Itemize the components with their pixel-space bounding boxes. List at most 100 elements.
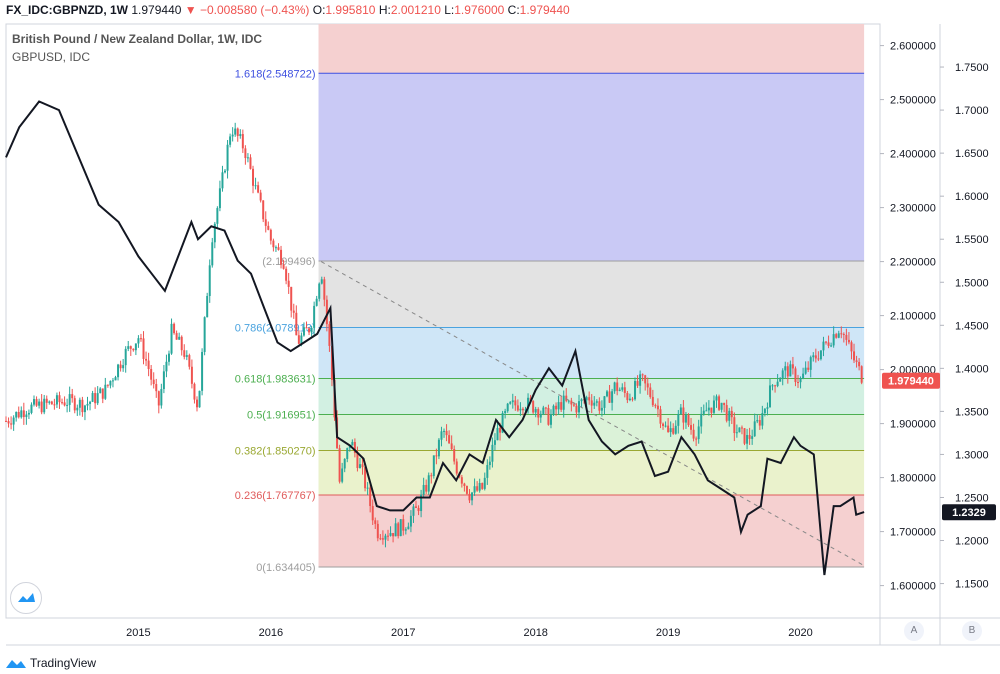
candle-body [145,358,148,361]
candle-body [524,409,527,411]
fib-band [318,495,865,568]
candle-body [687,415,690,426]
candle-body [249,157,252,169]
candle-body [789,364,792,377]
candle-body [366,487,369,489]
candle-body [129,346,132,349]
candle-body [394,523,397,537]
candle-body [600,407,603,411]
candle-body [78,399,81,408]
candle-body [448,435,451,444]
candle-body [443,430,446,432]
candle-body [544,407,547,409]
candle-body [493,440,496,445]
brand-footer[interactable]: TradingView [6,656,96,670]
candle-body [758,420,761,426]
tradingview-corner-icon[interactable] [10,582,42,614]
candle-body [794,368,797,383]
candle-body [167,353,170,362]
candle-body [302,327,305,336]
candle-body [656,405,659,410]
candle-body [30,404,33,413]
candle-body [766,407,769,409]
candle-body [285,268,288,281]
candle-body [127,346,130,349]
candle-body [425,484,428,492]
last-price-badge-label: 1.979440 [888,376,934,388]
main-series-legend[interactable]: British Pound / New Zealand Dollar, 1W, … [12,32,263,46]
candle-body [577,401,580,413]
candle-body [659,409,662,424]
candle-body [17,411,20,418]
candle-body [246,157,249,159]
brand-name: TradingView [30,656,97,670]
right-axis-tick-label: 1.3000 [955,449,989,461]
candle-body [229,136,232,145]
scale-a-button[interactable]: A [904,621,924,641]
candle-body [27,412,30,415]
candle-body [639,374,642,386]
candle-body [593,402,596,406]
candle-body [779,378,782,382]
candle-body [725,405,728,421]
candle-body [667,425,670,433]
candle-body [257,185,260,193]
candle-body [320,279,323,284]
candle-body [236,128,239,137]
candle-body [137,338,140,344]
fib-level-label: (2.199496) [262,256,315,268]
close-value: 1.979440 [519,3,570,17]
candle-body [397,523,400,537]
candle-body [323,279,326,300]
candle-body [313,305,316,328]
candle-body [774,385,777,387]
fib-level-label: 0.382(1.850270) [235,445,316,457]
candle-body [842,333,845,335]
candle-body [664,425,667,427]
scale-b-button[interactable]: B [962,621,982,641]
left-axis-tick-label: 2.400000 [890,149,936,161]
candle-body [850,342,853,352]
symbol-name: FX_IDC:GBPNZD, 1W [6,3,129,17]
candle-body [38,401,41,406]
overlay-series-legend[interactable]: GBPUSD, IDC [12,50,91,64]
candle-body [170,323,173,354]
candle-body [353,441,356,453]
candle-body [516,405,519,411]
time-tick-label: 2019 [656,627,680,639]
candle-body [132,348,135,351]
candle-body [845,334,848,340]
right-axis-tick-label: 1.7000 [955,105,989,117]
candle-body [109,380,112,386]
candle-body [437,439,440,457]
candle-body [504,411,507,414]
candle-body [234,128,237,135]
low-value: 1.976000 [454,3,505,17]
candle-body [379,538,382,540]
candle-body [814,355,817,359]
candle-body [555,405,558,410]
candle-body [384,535,387,540]
candle-body [473,486,476,493]
candle-body [740,427,743,429]
candle-body [193,383,196,400]
candle-body [626,392,629,401]
candle-body [43,398,46,413]
right-axis-tick-label: 1.6000 [955,191,989,203]
candle-body [756,420,759,422]
candle-body [221,172,224,189]
candle-body [183,350,186,357]
candle-body [702,410,705,414]
candle-body [585,397,588,401]
candle-body [160,389,163,406]
candle-body [761,413,764,426]
candle-body [460,477,463,484]
candle-body [506,403,509,412]
candle-body [150,369,153,380]
candle-body [415,506,418,508]
right-axis-tick-label: 1.5500 [955,234,989,246]
candle-body [445,430,448,436]
time-tick-label: 2016 [259,627,283,639]
candle-body [427,475,430,492]
